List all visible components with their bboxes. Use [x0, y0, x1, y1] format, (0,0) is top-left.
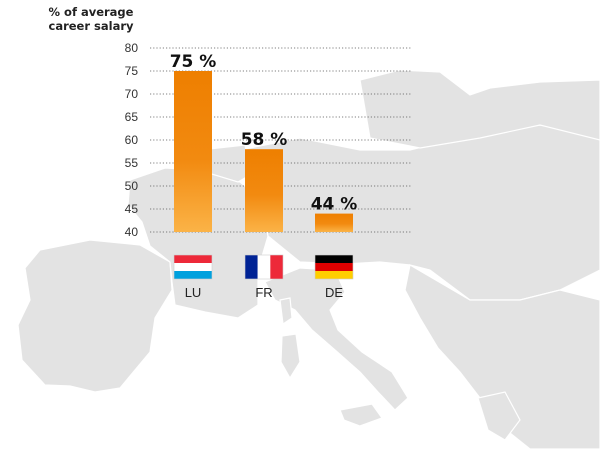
y-axis-label: % of average career salary: [26, 5, 156, 33]
y-tick-label: 60: [125, 133, 139, 147]
value-label-fr: 58 %: [241, 130, 288, 150]
y-tick-label: 75: [125, 64, 139, 78]
map-sicily: [339, 403, 383, 427]
y-tick-label: 40: [125, 225, 139, 239]
germany-flag: [314, 254, 354, 280]
flags: [173, 254, 354, 280]
category-label-fr: FR: [255, 285, 272, 300]
map-balkans: [404, 264, 600, 449]
bar-lu: [174, 71, 212, 232]
map-iberia: [17, 239, 173, 393]
map-greece: [477, 391, 521, 441]
value-label-lu: 75 %: [170, 52, 217, 72]
france-flag: [244, 254, 284, 280]
category-label-de: DE: [325, 285, 343, 300]
luxembourg-flag: [173, 254, 213, 280]
y-axis-label-line-1: % of average: [48, 5, 134, 19]
y-axis-label-line-2: career salary: [48, 19, 134, 33]
y-tick-label: 65: [125, 110, 139, 124]
bars: [174, 71, 353, 232]
bar-de: [315, 213, 353, 232]
europe-map-background: [17, 69, 600, 449]
map-sardinia: [280, 333, 301, 380]
y-tick-label: 50: [125, 179, 139, 193]
map-north: [359, 69, 600, 149]
x-axis-labels: LU FR DE: [185, 285, 344, 300]
y-axis-ticks: 80 75 70 65 60 55 50 45 40: [125, 41, 139, 239]
value-labels: 75 % 58 % 44 %: [170, 52, 358, 215]
category-label-lu: LU: [185, 285, 202, 300]
value-label-de: 44 %: [311, 195, 358, 215]
map-corsica: [279, 297, 293, 326]
y-tick-label: 70: [125, 87, 139, 101]
y-tick-label: 80: [125, 41, 139, 55]
gridlines: [150, 47, 412, 233]
map-italy: [264, 267, 409, 411]
y-tick-label: 55: [125, 156, 139, 170]
bar-fr: [245, 149, 283, 232]
y-tick-label: 45: [125, 202, 139, 216]
